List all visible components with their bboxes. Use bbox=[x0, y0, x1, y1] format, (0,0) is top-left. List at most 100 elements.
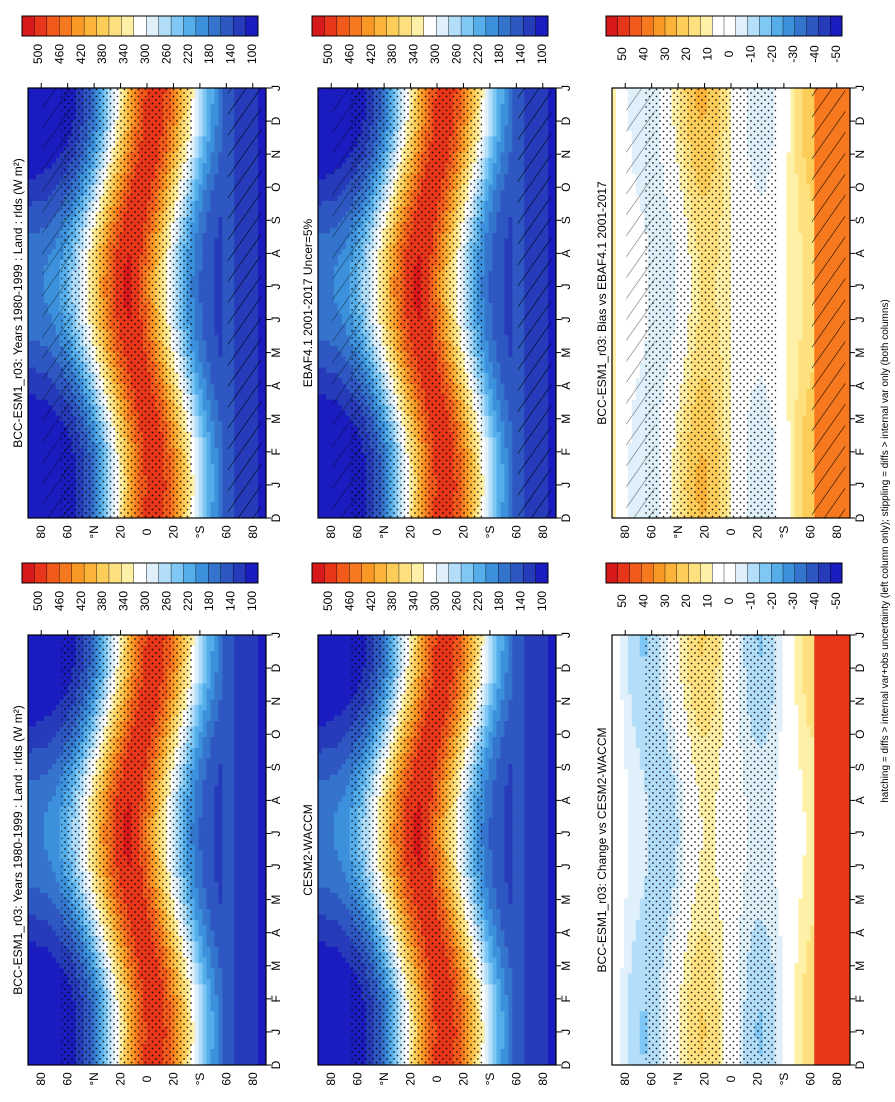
heat-cell bbox=[36, 325, 40, 331]
heat-cell bbox=[36, 303, 40, 309]
heat-cell bbox=[36, 470, 40, 476]
heat-cell bbox=[32, 384, 36, 390]
heat-cell bbox=[28, 217, 32, 223]
heat-cell bbox=[28, 260, 32, 266]
heat-cell bbox=[36, 384, 40, 390]
heat-cell bbox=[36, 142, 40, 148]
heat-cell bbox=[36, 416, 40, 422]
heat-cell bbox=[32, 169, 36, 175]
heat-cell bbox=[28, 357, 32, 363]
heat-cell bbox=[28, 448, 32, 454]
heat-cell bbox=[28, 110, 32, 116]
heat-cell bbox=[36, 88, 40, 94]
heat-cell bbox=[36, 158, 40, 164]
heat-cell bbox=[32, 153, 36, 159]
heat-cell bbox=[28, 325, 32, 331]
heat-cell bbox=[32, 303, 36, 309]
heat-cell bbox=[28, 486, 32, 492]
heat-cell bbox=[28, 196, 32, 202]
heat-cell bbox=[36, 260, 40, 266]
heat-cell bbox=[36, 206, 40, 212]
heat-cell bbox=[32, 282, 36, 288]
heat-cell bbox=[36, 394, 40, 400]
heat-cell bbox=[28, 405, 32, 411]
heat-cell bbox=[28, 298, 32, 304]
heat-cell bbox=[36, 497, 40, 503]
heat-cell bbox=[28, 464, 32, 470]
heat-cell bbox=[36, 239, 40, 245]
heat-cell bbox=[32, 341, 36, 347]
heat-cell bbox=[36, 346, 40, 352]
heat-cell bbox=[32, 120, 36, 126]
heat-cell bbox=[36, 400, 40, 406]
heat-cell bbox=[32, 131, 36, 137]
heat-cell bbox=[36, 373, 40, 379]
heat-cell bbox=[36, 432, 40, 438]
heat-cell bbox=[28, 169, 32, 175]
heat-cell bbox=[36, 169, 40, 175]
heat-cell bbox=[28, 362, 32, 368]
heat-cell bbox=[28, 475, 32, 481]
heat-cell bbox=[36, 421, 40, 427]
heat-cell bbox=[36, 201, 40, 207]
heat-cell bbox=[36, 136, 40, 142]
heat-cell bbox=[28, 330, 32, 336]
heat-cell bbox=[32, 486, 36, 492]
heat-cell bbox=[36, 411, 40, 417]
heat-cell bbox=[28, 292, 32, 298]
heat-cell bbox=[32, 459, 36, 465]
heat-cell bbox=[32, 249, 36, 255]
heat-cell bbox=[36, 437, 40, 443]
heat-cell bbox=[32, 233, 36, 239]
heat-cell bbox=[32, 239, 36, 245]
heat-cell bbox=[28, 368, 32, 374]
heat-cell bbox=[28, 502, 32, 508]
heat-cell bbox=[36, 491, 40, 497]
heat-cell bbox=[28, 454, 32, 460]
heat-cell bbox=[32, 271, 36, 277]
heat-cell bbox=[28, 120, 32, 126]
heat-cell bbox=[32, 443, 36, 449]
panel-p1: 80 60 °N 20 0 20 °S 60 80DJFMAMJJASONDJBCC-ESM1_… bbox=[11, 16, 283, 539]
heat-cell bbox=[28, 147, 32, 153]
heat-cell bbox=[32, 179, 36, 185]
heat-cell bbox=[36, 362, 40, 368]
heat-cell bbox=[32, 308, 36, 314]
heat-cell bbox=[28, 497, 32, 503]
heat-cell bbox=[32, 110, 36, 116]
heat-cell bbox=[36, 110, 40, 116]
heat-cell bbox=[32, 147, 36, 153]
heat-cell bbox=[36, 222, 40, 228]
heat-cell bbox=[36, 341, 40, 347]
heat-cell bbox=[32, 104, 36, 110]
heat-cell bbox=[28, 276, 32, 282]
heat-cell bbox=[36, 255, 40, 261]
heat-cell bbox=[28, 389, 32, 395]
heat-cell bbox=[32, 432, 36, 438]
heat-cell bbox=[36, 147, 40, 153]
heat-cell bbox=[36, 265, 40, 271]
heat-cell bbox=[32, 115, 36, 121]
heat-cell bbox=[36, 459, 40, 465]
heat-cell bbox=[28, 378, 32, 384]
heat-cell bbox=[36, 249, 40, 255]
heat-cell bbox=[36, 405, 40, 411]
heat-cell bbox=[32, 163, 36, 169]
heat-cell bbox=[28, 308, 32, 314]
heat-cell bbox=[32, 206, 36, 212]
heat-cell bbox=[32, 497, 36, 503]
heat-cell bbox=[36, 357, 40, 363]
heat-cell bbox=[32, 421, 36, 427]
heat-cell bbox=[32, 394, 36, 400]
heat-cell bbox=[32, 464, 36, 470]
heat-cell bbox=[36, 282, 40, 288]
heat-cell bbox=[28, 174, 32, 180]
heat-cell bbox=[28, 287, 32, 293]
heat-cell bbox=[36, 212, 40, 218]
heat-cell bbox=[32, 276, 36, 282]
heat-cell bbox=[32, 400, 36, 406]
heat-cell bbox=[28, 303, 32, 309]
heat-cell bbox=[36, 163, 40, 169]
heat-cell bbox=[28, 384, 32, 390]
heat-cell bbox=[28, 373, 32, 379]
